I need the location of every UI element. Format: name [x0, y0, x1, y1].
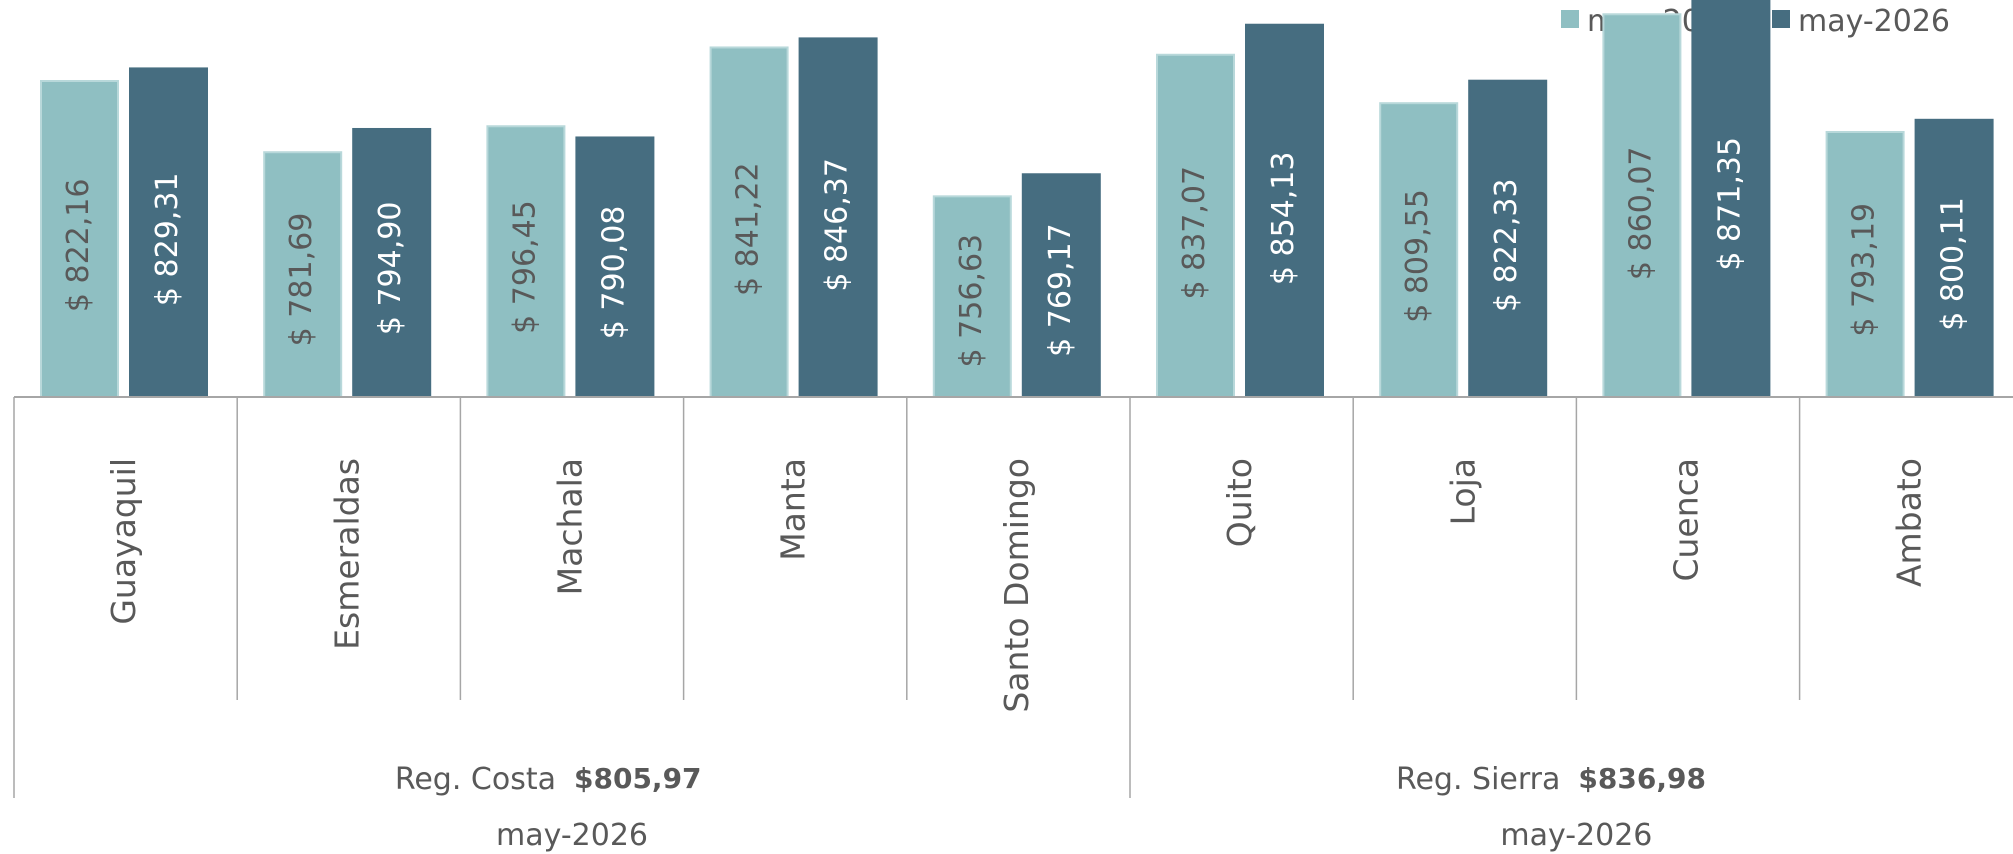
data-label-ambato-may-2026: $ 800,11: [1936, 197, 1971, 331]
bar-machala-may-2026: [575, 136, 655, 399]
category-label-ambato: Ambato: [1890, 458, 1929, 587]
bar-loja-may-2026: [1468, 79, 1548, 398]
legend-label-may-2026: may-2026: [1798, 4, 1950, 39]
region-period-1: may-2026: [1500, 818, 1652, 853]
region-name-1: Reg. Sierra: [1396, 762, 1560, 797]
category-labels: Guayaquil Esmeraldas Machala Manta Santo Dom…: [104, 458, 1929, 713]
data-label-manta-may-2026: $ 846,37: [820, 158, 855, 292]
bar-machala-may-2025: [486, 125, 566, 398]
region-period-0: may-2026: [496, 818, 648, 853]
bar-esmeraldas-may-2026: [352, 127, 432, 398]
data-label-guayaquil-may-2025: $ 822,16: [61, 179, 96, 313]
bar-santo-domingo-may-2026: [1021, 173, 1101, 398]
bar-manta-may-2025: [709, 46, 789, 398]
bar-cuenca-may-2025: [1602, 13, 1682, 398]
region-value-1: $836,98: [1578, 762, 1706, 795]
region-name-0: Reg. Costa: [395, 762, 556, 797]
bar-cuenca-may-2026: [1691, 0, 1771, 399]
category-label-quito: Quito: [1220, 458, 1259, 547]
data-label-manta-may-2025: $ 841,22: [731, 162, 766, 296]
bar-manta-may-2026: [798, 37, 878, 398]
region-value-0: $805,97: [574, 762, 702, 795]
bar-quito-may-2025: [1156, 53, 1235, 399]
category-label-esmeraldas: Esmeraldas: [327, 458, 366, 650]
data-label-ambato-may-2025: $ 793,19: [1847, 203, 1882, 337]
data-label-machala-may-2025: $ 796,45: [507, 200, 542, 334]
data-label-esmeraldas-may-2025: $ 781,69: [284, 213, 319, 347]
legend-swatch-may-2026: [1772, 10, 1790, 28]
bar-ambato-may-2025: [1825, 130, 1905, 398]
data-label-esmeraldas-may-2026: $ 794,90: [373, 202, 408, 336]
category-axis: [13, 396, 2013, 798]
category-label-cuenca: Cuenca: [1667, 458, 1706, 582]
category-label-manta: Manta: [774, 458, 813, 561]
data-label-guayaquil-may-2026: $ 829,31: [150, 172, 185, 306]
data-label-cuenca-may-2026: $ 871,35: [1712, 137, 1747, 271]
data-label-loja-may-2026: $ 822,33: [1489, 178, 1524, 312]
bars: $ 822,16 $ 829,31 $ 781,69 $ 794,90 $ 796,45…: [40, 0, 1994, 399]
region-labels: Reg. Costa $805,97 may-2026 Reg. Sierra $836…: [395, 762, 1706, 853]
data-label-santo-domingo-may-2025: $ 756,63: [954, 234, 989, 368]
data-label-cuenca-may-2025: $ 860,07: [1623, 146, 1658, 280]
bar-ambato-may-2026: [1914, 118, 1994, 398]
category-label-loja: Loja: [1443, 458, 1482, 525]
category-label-guayaquil: Guayaquil: [104, 458, 143, 625]
bar-quito-may-2026: [1245, 23, 1324, 399]
data-label-loja-may-2025: $ 809,55: [1400, 189, 1435, 323]
category-label-machala: Machala: [551, 458, 590, 595]
bar-loja-may-2025: [1379, 102, 1459, 398]
data-label-quito-may-2025: $ 837,07: [1177, 166, 1212, 300]
category-label-santo-domingo: Santo Domingo: [997, 458, 1036, 713]
data-label-machala-may-2026: $ 790,08: [596, 206, 631, 340]
bar-santo-domingo-may-2025: [932, 195, 1012, 398]
bar-esmeraldas-may-2025: [263, 151, 343, 398]
data-label-santo-domingo-may-2026: $ 769,17: [1043, 223, 1078, 357]
legend-swatch-may-2025: [1561, 10, 1579, 28]
bar-guayaquil-may-2026: [129, 67, 208, 399]
data-label-quito-may-2026: $ 854,13: [1266, 152, 1301, 286]
